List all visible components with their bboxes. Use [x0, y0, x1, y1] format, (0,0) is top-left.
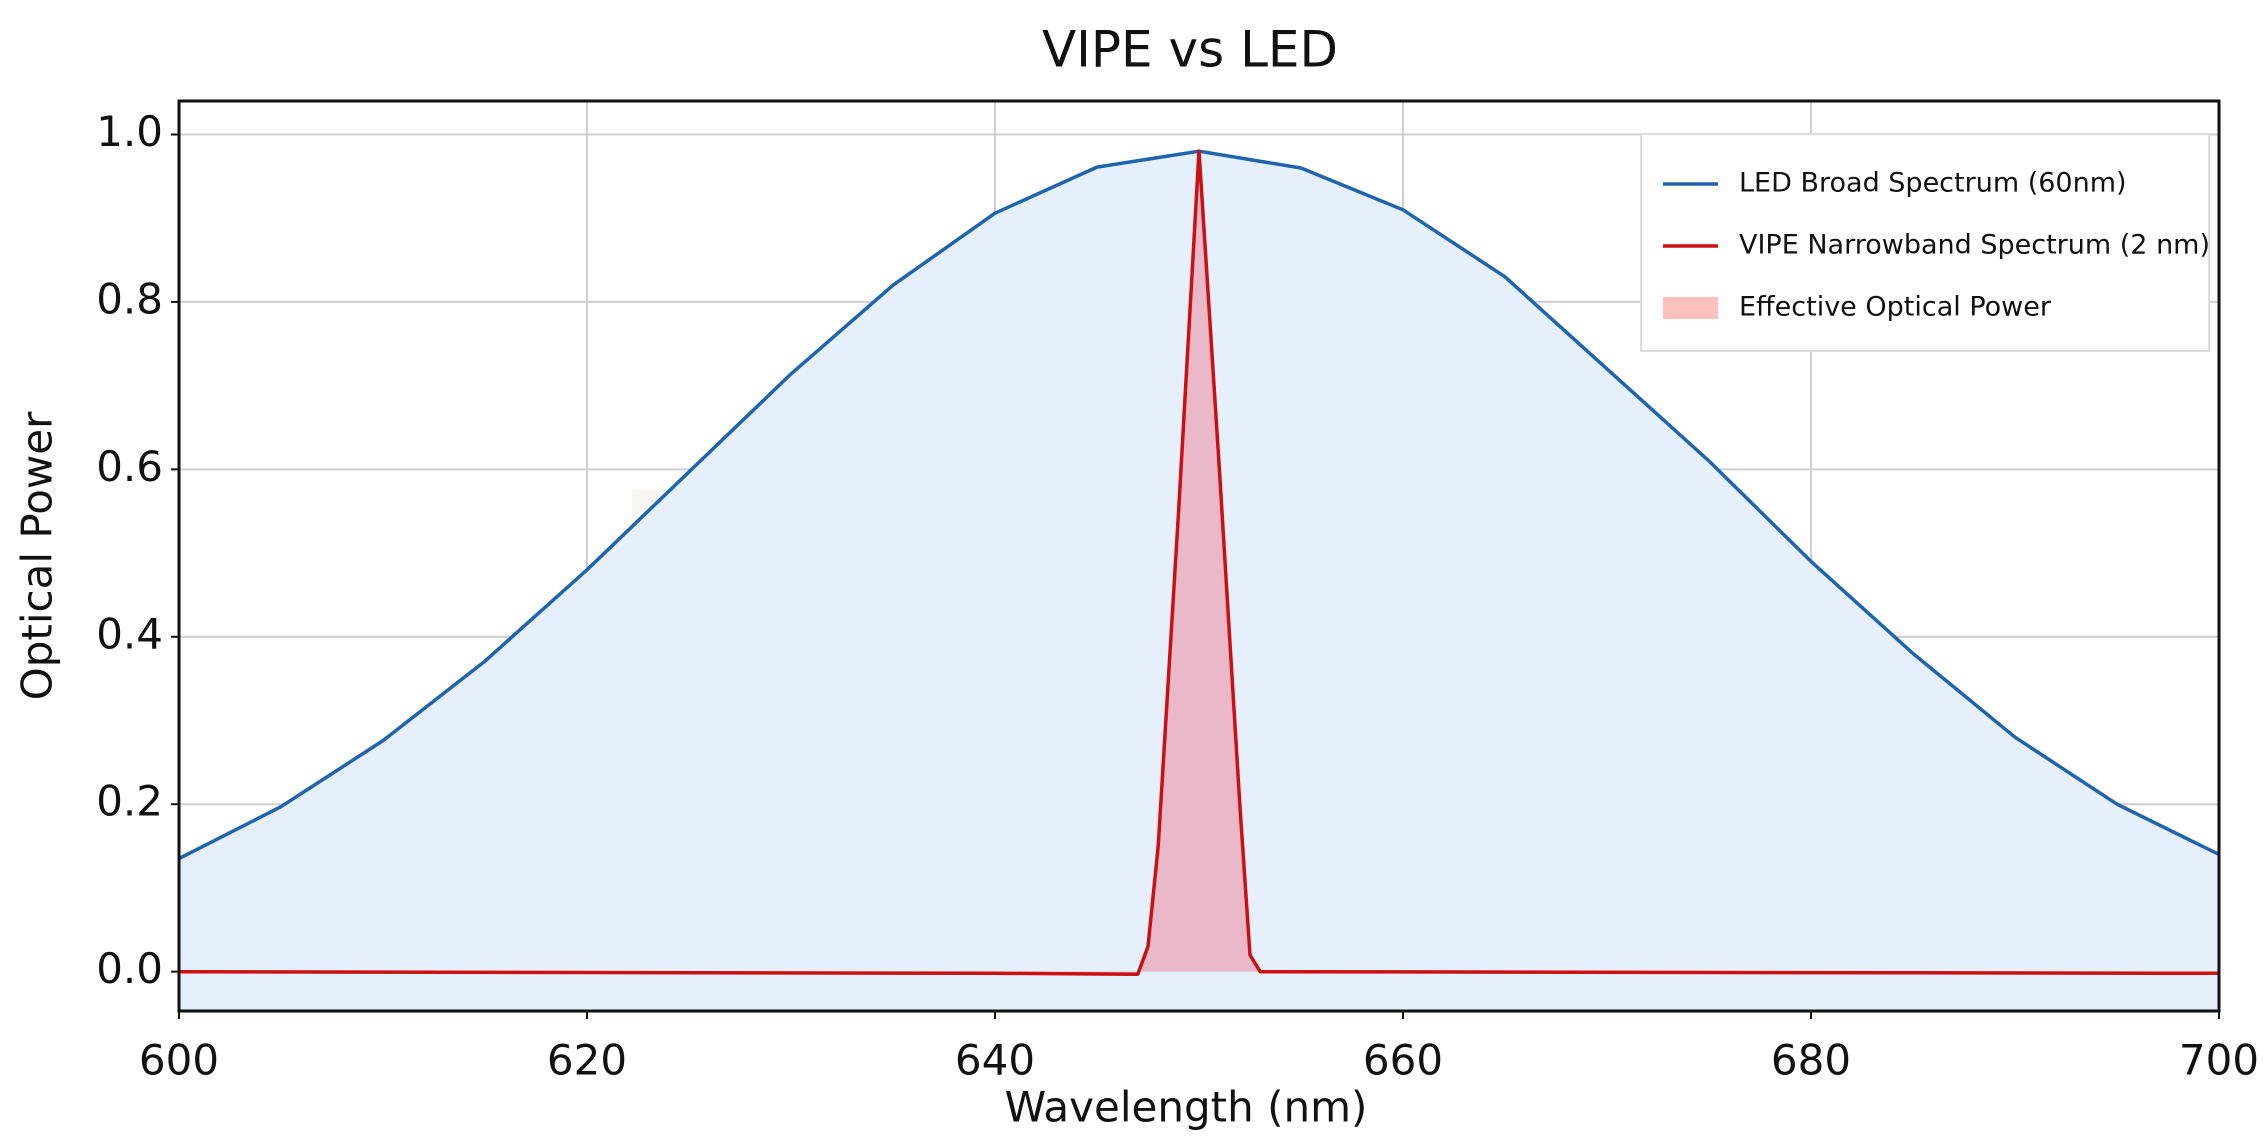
legend-box: [1640, 133, 2210, 352]
y-axis-label: Optical Power: [13, 411, 62, 700]
x-tick-label: 700: [2179, 1036, 2259, 1085]
x-tick-label: 620: [547, 1036, 627, 1085]
x-tick-label: 640: [955, 1036, 1035, 1085]
y-tick-label: 0.6: [96, 442, 163, 491]
legend-swatch: [1663, 297, 1718, 319]
x-tick-label: 600: [139, 1036, 219, 1085]
x-axis-label: Wavelength (nm): [1005, 1083, 1368, 1132]
legend-label: Effective Optical Power: [1739, 292, 2052, 323]
y-tick-label: 1.0: [96, 107, 163, 156]
y-tick-label: 0.4: [96, 609, 163, 658]
y-tick-label: 0.8: [96, 274, 163, 323]
legend-label: LED Broad Spectrum (60nm): [1739, 168, 2127, 199]
x-tick-label: 680: [1771, 1036, 1851, 1085]
area-fill: [179, 151, 2219, 1011]
y-tick-label: 0.2: [96, 777, 163, 826]
plot-frame: [177, 99, 2221, 1013]
legend-label: VIPE Narrowband Spectrum (2 nm): [1739, 230, 2210, 261]
series-line: [178, 149, 2220, 976]
y-tick-label: 0.0: [96, 944, 163, 993]
effective-power-fill: [179, 151, 2219, 975]
x-tick-label: 660: [1363, 1036, 1443, 1085]
chart-title: VIPE vs LED: [1042, 21, 1338, 79]
